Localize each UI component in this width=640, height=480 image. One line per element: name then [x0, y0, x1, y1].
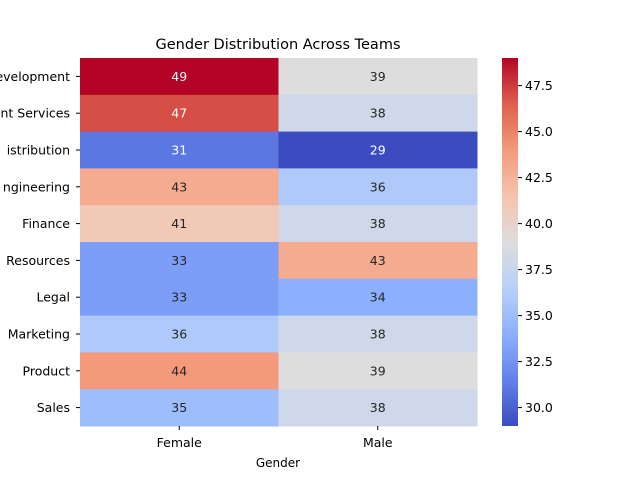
cell-value-label: 33	[171, 253, 187, 268]
cell-value-label: 39	[370, 363, 386, 378]
colorbar-tick-label: 37.5	[525, 262, 553, 277]
colorbar-ticks: 30.0 32.5 35.0 37.5 40.0 42.5 45.0 47.5	[518, 78, 553, 415]
colorbar-tick-label: 32.5	[525, 354, 553, 369]
y-axis-tick-labels: evelopment nt Services istribution ngineeri…	[0, 69, 80, 415]
x-tick-label: Male	[363, 435, 393, 450]
cell-value-label: 34	[370, 290, 386, 305]
colorbar-tick-label: 30.0	[525, 400, 553, 415]
cell-value-label: 36	[171, 327, 187, 342]
y-tick-label: Product	[23, 363, 71, 378]
x-tick-label: Female	[157, 435, 203, 450]
heatmap-cell	[80, 131, 279, 169]
x-axis-tick-labels: Female Male	[157, 426, 393, 450]
cell-value-label: 47	[171, 106, 187, 121]
heatmap-cell	[278, 278, 478, 317]
heatmap-cell	[80, 94, 279, 133]
heatmap-cell	[278, 389, 478, 427]
heatmap-cell	[278, 352, 478, 390]
heatmap-cell	[278, 205, 478, 243]
cell-value-label: 43	[370, 253, 386, 268]
colorbar-tick-label: 35.0	[525, 308, 553, 323]
cell-value-label: 43	[171, 179, 187, 194]
heatmap-cell	[80, 58, 279, 96]
heatmap-cell	[278, 94, 478, 133]
heatmap-cells: 49 39 47 38 31 29 43 36 41 38 33 43 33 34 36 38 44 39 35 38	[80, 58, 478, 427]
heatmap-cell	[80, 205, 279, 243]
colorbar-tick-label: 42.5	[525, 170, 553, 185]
heatmap-cell	[278, 315, 478, 353]
y-tick-label: evelopment	[0, 69, 70, 84]
y-tick-label: Legal	[36, 290, 70, 305]
heatmap-cell	[278, 168, 478, 206]
cell-value-label: 49	[171, 69, 187, 84]
cell-value-label: 36	[370, 179, 386, 194]
cell-value-label: 38	[370, 106, 386, 121]
chart-title: Gender Distribution Across Teams	[156, 37, 401, 53]
heatmap-cell	[80, 242, 279, 280]
heatmap-cell	[278, 131, 478, 169]
heatmap-cell	[80, 168, 279, 206]
y-tick-label: Resources	[6, 253, 70, 268]
heatmap-cell	[80, 278, 279, 317]
colorbar-tick-label: 47.5	[525, 78, 553, 93]
colorbar-tick-label: 40.0	[525, 216, 553, 231]
cell-value-label: 44	[171, 363, 187, 378]
cell-value-label: 41	[171, 216, 187, 231]
cell-value-label: 29	[370, 143, 386, 158]
y-tick-label: istribution	[7, 143, 70, 158]
x-axis-label: Gender	[256, 456, 300, 470]
heatmap-cell	[278, 58, 478, 96]
y-tick-label: nt Services	[0, 106, 70, 121]
cell-value-label: 38	[370, 216, 386, 231]
y-tick-label: Marketing	[8, 327, 70, 342]
colorbar-tick-label: 45.0	[525, 124, 553, 139]
cell-value-label: 31	[171, 143, 187, 158]
cell-value-label: 35	[171, 400, 187, 415]
colorbar	[502, 58, 518, 426]
cell-value-label: 33	[171, 290, 187, 305]
heatmap-cell	[80, 315, 279, 353]
y-tick-label: Sales	[37, 400, 70, 415]
cell-value-label: 39	[370, 69, 386, 84]
cell-value-label: 38	[370, 327, 386, 342]
y-tick-label: Finance	[22, 216, 70, 231]
heatmap-cell	[80, 389, 279, 427]
heatmap-cell	[80, 352, 279, 390]
heatmap-cell	[278, 242, 478, 280]
cell-value-label: 38	[370, 400, 386, 415]
y-tick-label: ngineering	[3, 179, 70, 194]
